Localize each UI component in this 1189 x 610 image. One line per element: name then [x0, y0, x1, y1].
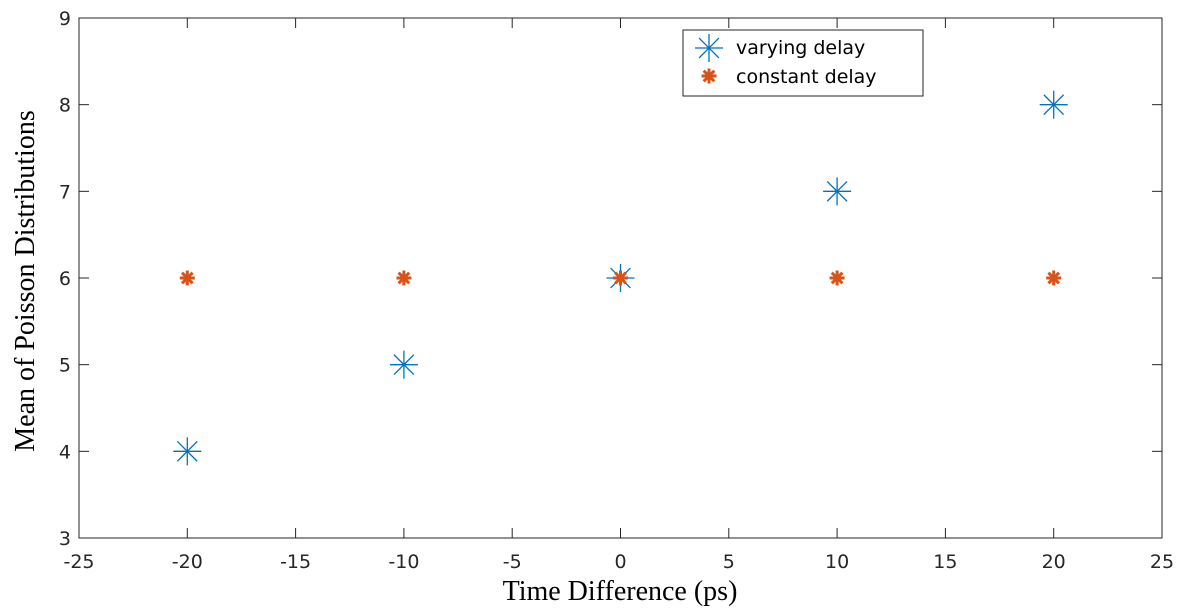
legend-asterisk-varying-delay — [695, 34, 723, 62]
x-tick-label: 5 — [723, 551, 735, 573]
y-tick-label: 6 — [59, 268, 71, 290]
x-tick-label: 0 — [614, 551, 626, 573]
data-points — [173, 90, 1068, 466]
legend-marker-constant-delay — [701, 68, 717, 84]
x-tick-label: 20 — [1042, 551, 1066, 573]
legend-box — [682, 29, 924, 97]
point-constant-delay — [179, 270, 195, 286]
legend-label-varying-delay: varying delay — [736, 37, 865, 59]
point-constant-delay — [829, 270, 845, 286]
y-tick-label: 4 — [59, 441, 71, 463]
point-varying-delay — [173, 437, 202, 466]
x-tick-label: 10 — [825, 551, 849, 573]
x-tick-label: -20 — [172, 551, 203, 573]
point-constant-delay — [613, 270, 628, 286]
x-axis-label: Time Difference (ps) — [503, 576, 738, 607]
point-varying-delay — [389, 350, 418, 379]
y-tick-label: 8 — [59, 95, 71, 117]
legend-label-constant-delay: constant delay — [736, 66, 877, 88]
point-constant-delay — [396, 270, 412, 286]
x-tick-label: -15 — [280, 551, 311, 573]
y-tick-label: 5 — [59, 355, 71, 377]
x-tick-label: -25 — [63, 551, 94, 573]
point-constant-delay — [1046, 270, 1062, 286]
x-tick-label: 15 — [933, 551, 957, 573]
point-varying-delay — [823, 177, 852, 206]
legend-asterisk-constant-delay — [701, 68, 717, 84]
x-tick-label: 25 — [1150, 551, 1174, 573]
axis-ticks — [78, 17, 1163, 539]
y-tick-label: 7 — [59, 181, 71, 203]
point-varying-delay — [1039, 90, 1068, 119]
legend-marker-varying-delay — [695, 34, 723, 62]
legend: varying delay constant delay — [682, 29, 924, 97]
y-tick-label: 9 — [59, 8, 71, 30]
x-tick-label: -10 — [388, 551, 419, 573]
y-tick-label: 3 — [59, 528, 71, 550]
axis-tick-labels: -25 -20 -15 -10 -5 0 5 10 15 20 25 3 4 5 6 7 8 9 — [59, 8, 1174, 573]
y-axis-label: Mean of Poisson Distributions — [10, 110, 41, 451]
x-tick-label: -5 — [503, 551, 522, 573]
